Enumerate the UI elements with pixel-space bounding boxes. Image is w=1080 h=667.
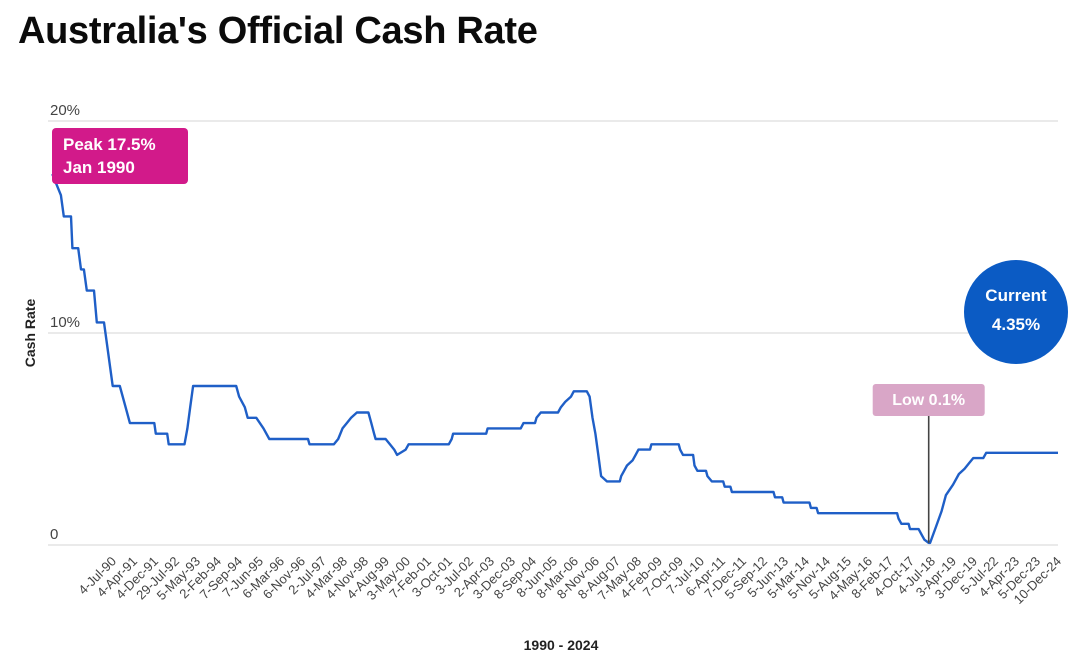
cash-rate-series-line — [51, 173, 1058, 545]
current-callout-value: 4.35% — [992, 315, 1040, 334]
y-tick-label: 0 — [50, 526, 58, 543]
low-callout: Low 0.1% — [872, 384, 985, 416]
low-callout-text: Low 0.1% — [892, 392, 965, 409]
peak-callout-value: Peak 17.5% — [63, 135, 156, 154]
y-tick-label: 20% — [50, 102, 80, 119]
page-title: Australia's Official Cash Rate — [18, 10, 538, 52]
peak-callout-box — [52, 128, 188, 184]
grid-lines — [48, 120, 1058, 546]
y-axis-title: Cash Rate — [22, 299, 38, 368]
y-axis-ticks: 0 10% 20% — [50, 102, 80, 543]
peak-callout: Peak 17.5% Jan 1990 — [52, 128, 188, 184]
annotations: Peak 17.5% Jan 1990 Low 0.1% Current 4.3… — [52, 128, 1068, 543]
x-axis-title: 1990 - 2024 — [524, 637, 599, 653]
x-axis-ticks: 4-Jul-904-Apr-914-Dec-9129-Jul-925-May-9… — [75, 554, 1064, 608]
peak-callout-date: Jan 1990 — [63, 158, 135, 177]
current-callout: Current 4.35% — [964, 260, 1068, 364]
current-callout-circle — [964, 260, 1068, 364]
y-tick-label: 10% — [50, 314, 80, 331]
current-callout-label: Current — [985, 286, 1047, 305]
series-line-layer — [51, 173, 1058, 545]
low-callout-box — [872, 384, 985, 416]
